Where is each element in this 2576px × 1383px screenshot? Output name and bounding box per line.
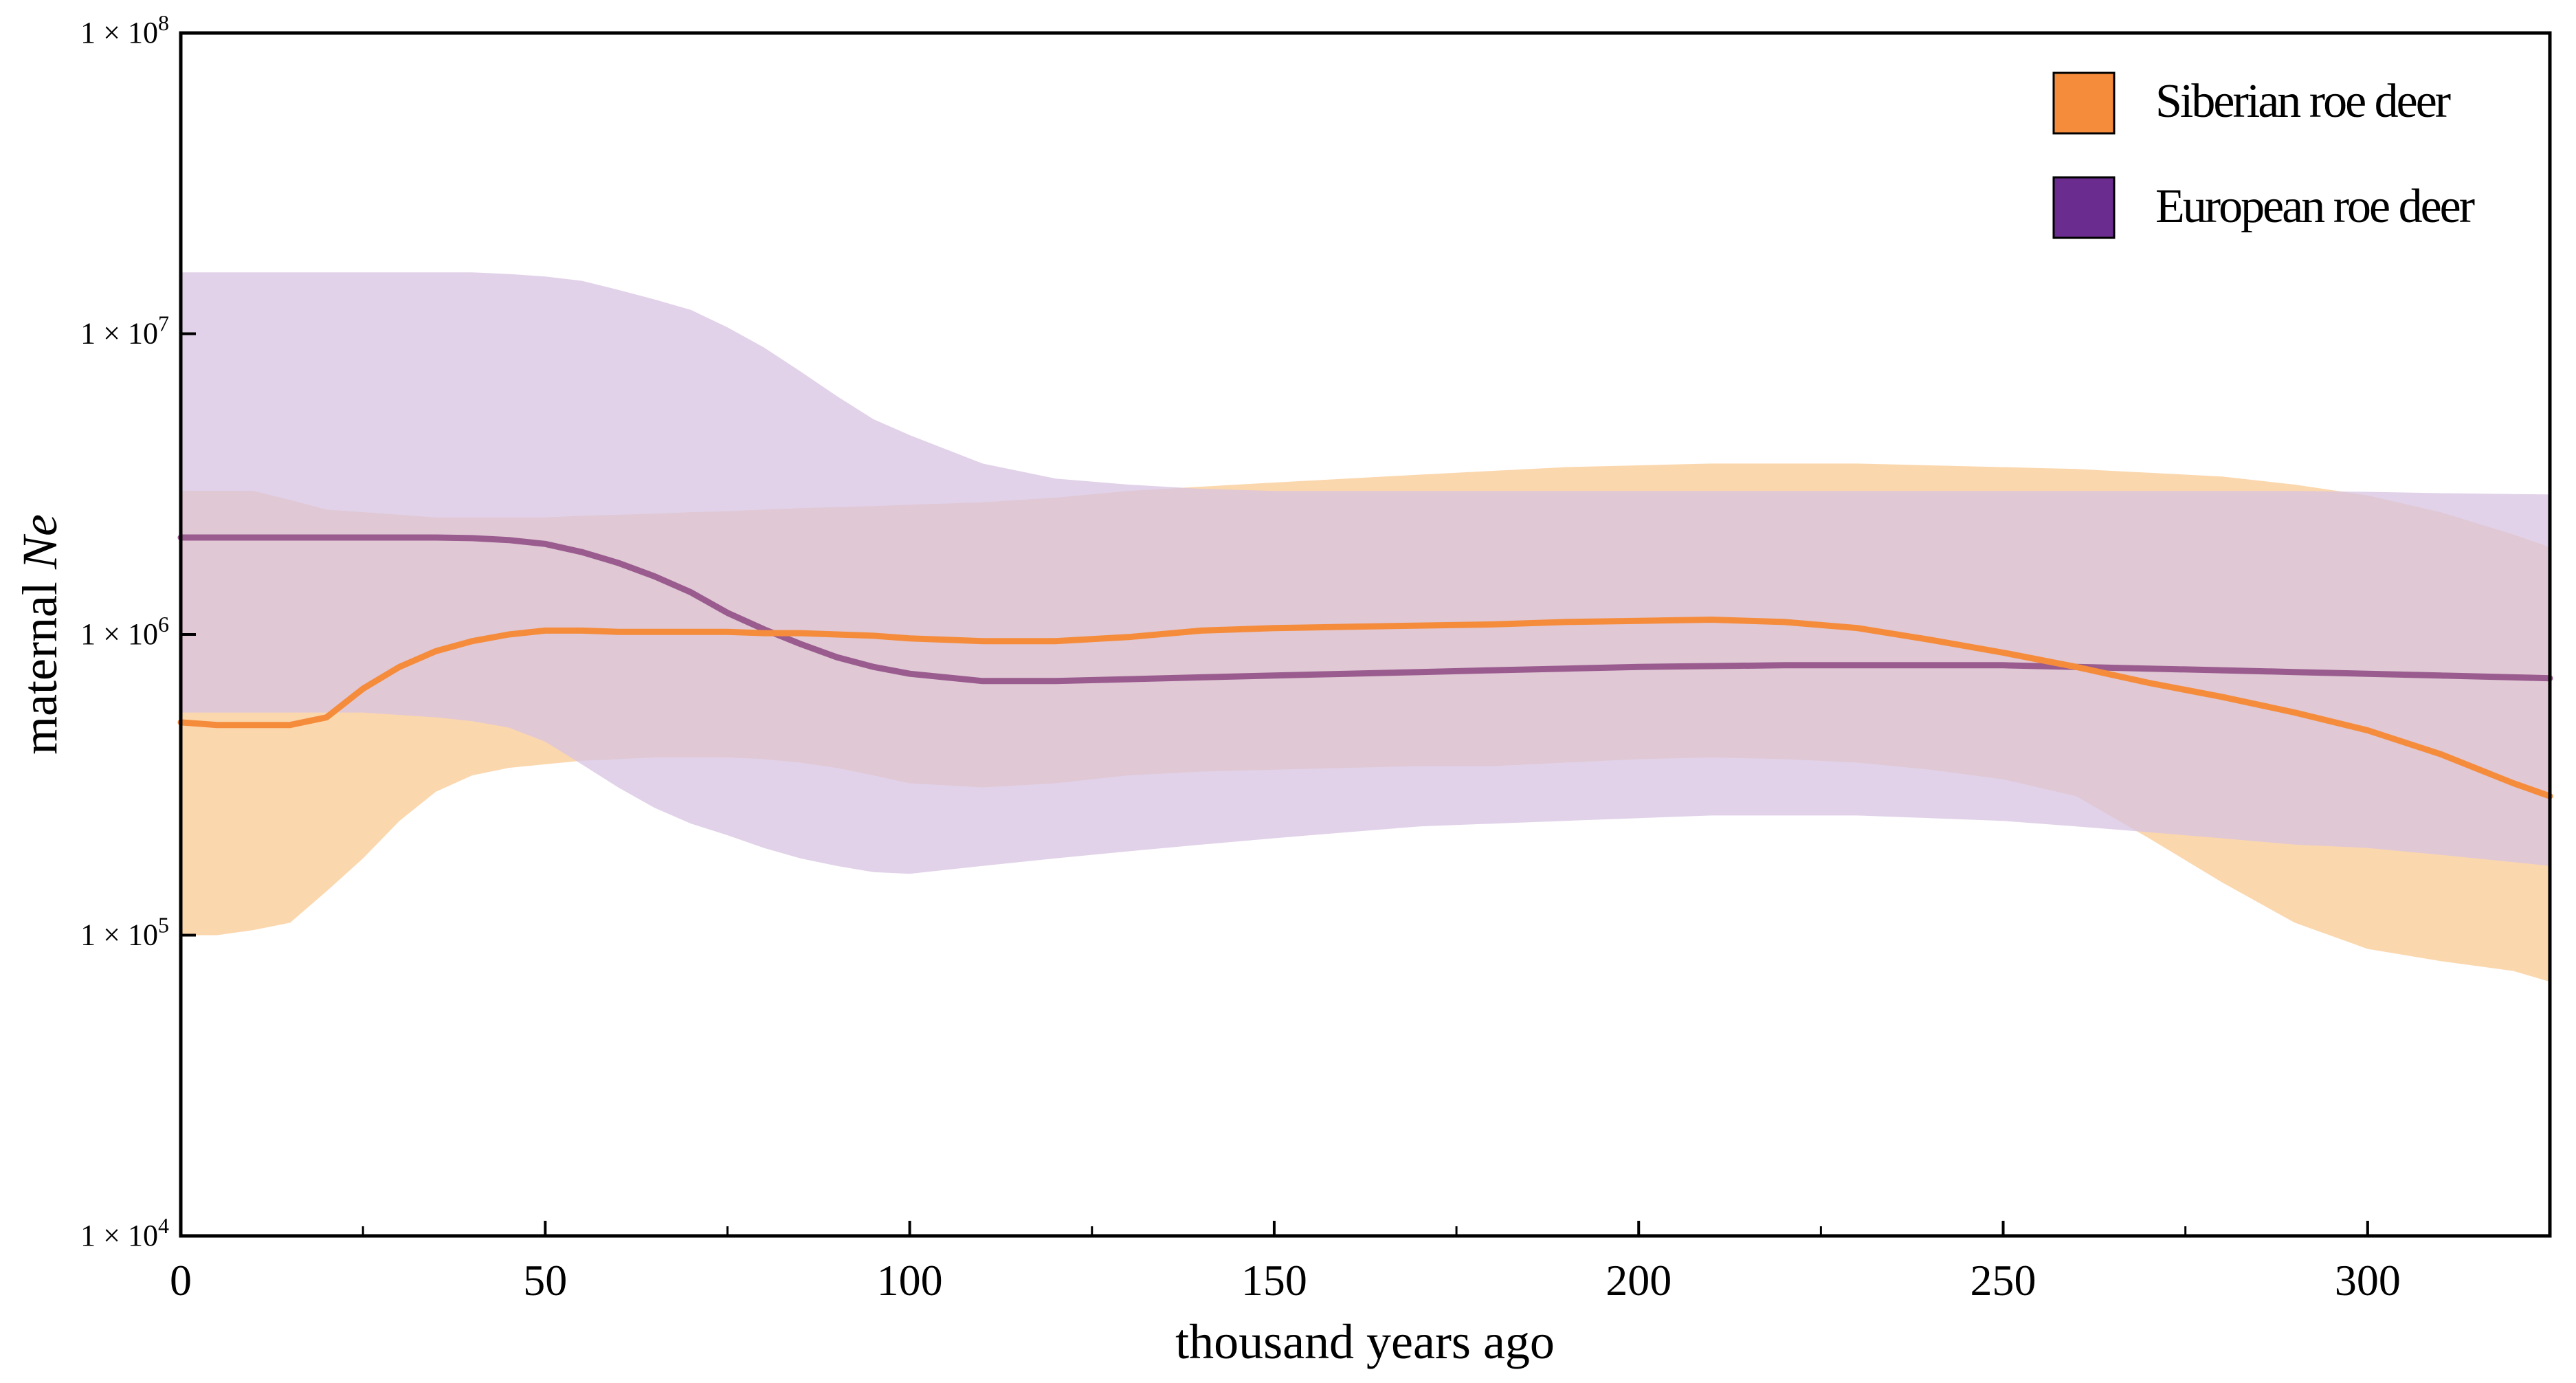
x-tick-label: 300 (2335, 1256, 2401, 1305)
legend-label-european: European roe deer (2155, 180, 2475, 233)
x-tick-label: 200 (1606, 1256, 1672, 1305)
median-lines (177, 534, 2553, 799)
x-tick-label: 100 (877, 1256, 943, 1305)
median-line-siberian (177, 617, 2553, 799)
legend: Siberian roe deer European roe deer (2052, 71, 2477, 239)
y-axis-title-italic: Ne (12, 514, 67, 570)
x-tick-label: 0 (170, 1256, 192, 1305)
y-tick-label: 1 × 105 (80, 913, 169, 952)
y-tick-label: 1 × 107 (80, 311, 169, 351)
hpd-band-european (181, 272, 2550, 874)
confidence-bands (181, 272, 2550, 982)
y-axis-title-prefix: maternal (12, 569, 67, 755)
legend-swatch-european (2052, 176, 2116, 239)
x-tick-label: 250 (1970, 1256, 2036, 1305)
y-tick-label: 1 × 108 (80, 10, 169, 49)
x-axis-ticks: 0 50 100 150 200 250 300 (170, 1221, 2401, 1305)
y-axis-ticks: 1 × 104 1 × 105 1 × 106 1 × 107 1 × 108 (80, 10, 196, 1252)
y-tick-label: 1 × 104 (80, 1213, 169, 1252)
x-axis-title: thousand years ago (1175, 1314, 1555, 1369)
y-axis-title: maternal Ne (12, 514, 67, 755)
x-tick-label: 50 (523, 1256, 567, 1305)
legend-swatch-siberian (2052, 71, 2116, 135)
y-tick-label: 1 × 106 (80, 612, 169, 651)
x-tick-label: 150 (1241, 1256, 1307, 1305)
legend-label-siberian: Siberian roe deer (2155, 75, 2451, 128)
